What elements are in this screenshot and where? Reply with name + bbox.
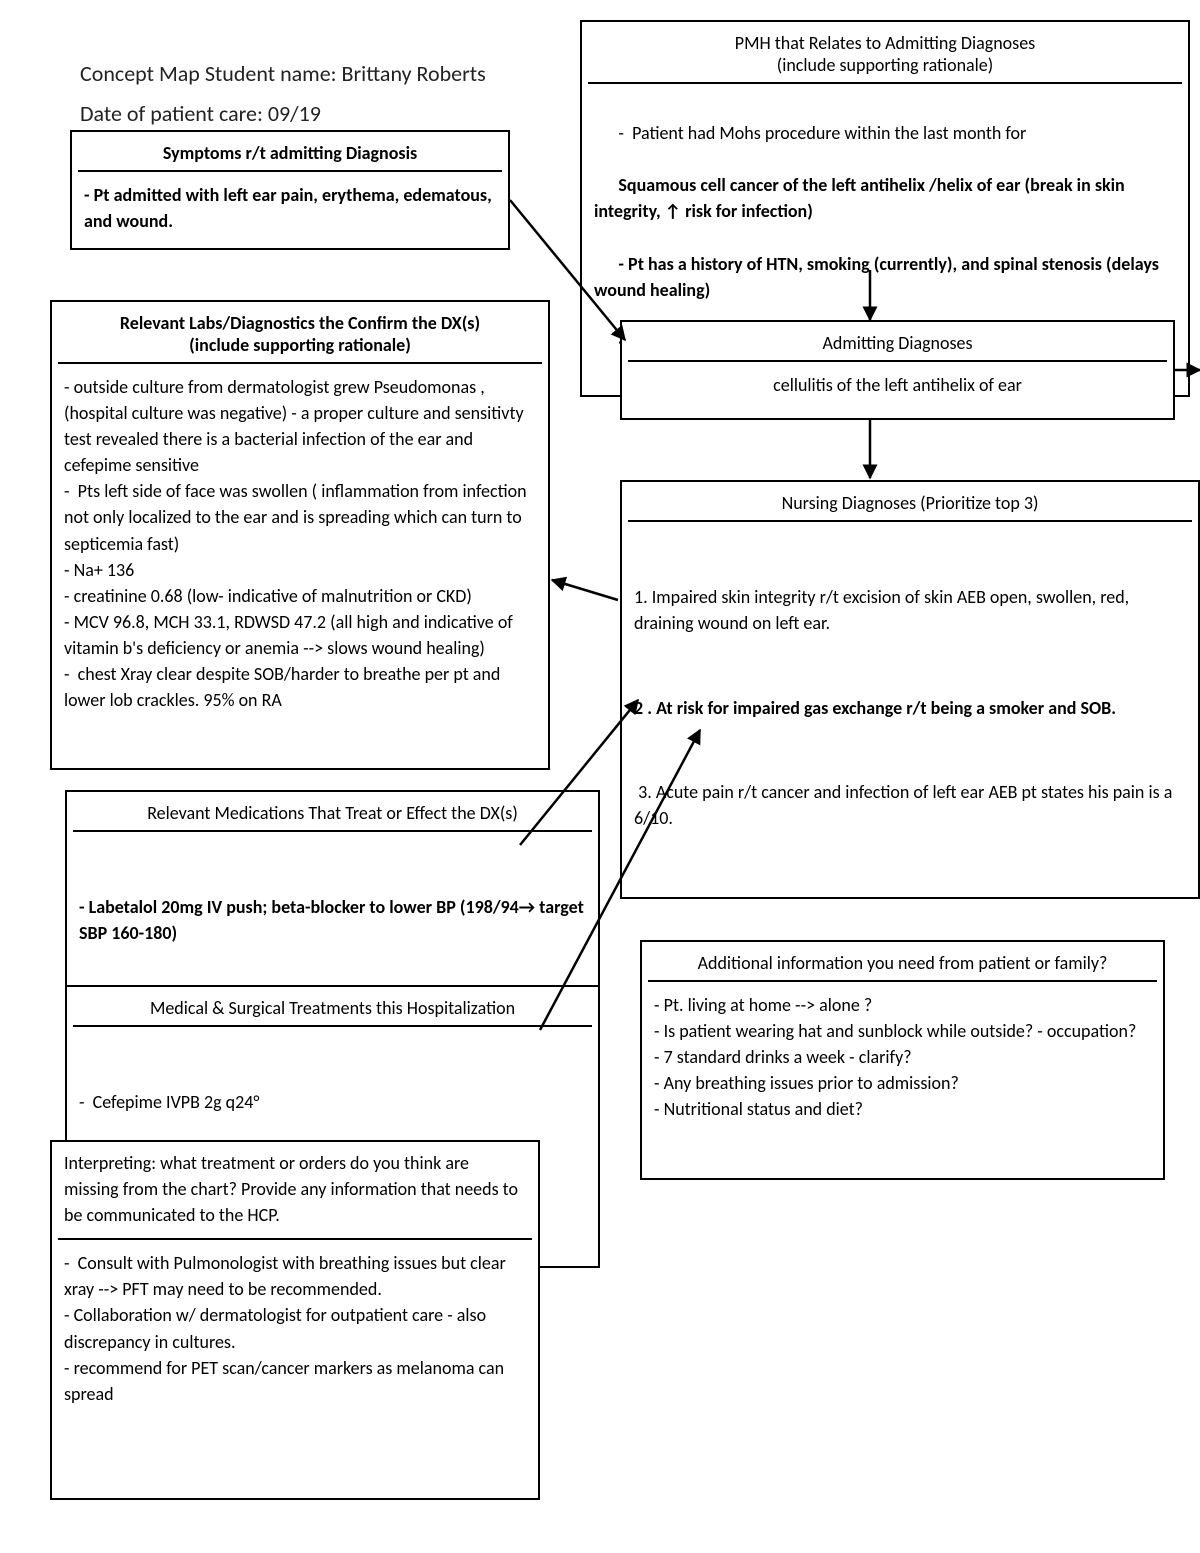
- box-symptoms-body: - Pt admitted with left ear pain, erythe…: [84, 182, 496, 234]
- box-symptoms-title: Symptoms r/t admitting Diagnosis: [78, 140, 502, 172]
- box-medsurg-title: Medical & Surgical Treatments this Hospi…: [73, 995, 592, 1027]
- box-additional-info: Additional information you need from pat…: [640, 940, 1165, 1180]
- box-additional-body: - Pt. living at home --> alone ? - Is pa…: [654, 992, 1151, 1122]
- box-labs-title: Relevant Labs/Diagnostics the Confirm th…: [58, 310, 542, 364]
- page-date: Date of patient care: 09/19: [80, 100, 321, 127]
- box-additional-title: Additional information you need from pat…: [648, 950, 1157, 982]
- pmh-line2: Squamous cell cancer of the left antihel…: [594, 174, 1129, 222]
- box-labs-body: - outside culture from dermatologist gre…: [64, 374, 536, 713]
- box-nursing-body: 1. Impaired skin integrity r/t excision …: [634, 532, 1186, 883]
- nursing-dx-2: 2 . At risk for impaired gas exchange r/…: [634, 695, 1186, 721]
- page-title: Concept Map Student name: Brittany Rober…: [80, 60, 486, 87]
- box-labs: Relevant Labs/Diagnostics the Confirm th…: [50, 300, 550, 770]
- pmh-line1: - Patient had Mohs procedure within the …: [618, 122, 1026, 144]
- med-line-1: - Labetalol 20mg IV push; beta-blocker t…: [79, 894, 586, 946]
- box-nursing: Nursing Diagnoses (Prioritize top 3) 1. …: [620, 480, 1200, 899]
- box-nursing-title: Nursing Diagnoses (Prioritize top 3): [628, 490, 1192, 522]
- box-interpreting-body: - Consult with Pulmonologist with breath…: [64, 1250, 526, 1407]
- box-pmh-title: PMH that Relates to Admitting Diagnoses …: [588, 30, 1182, 84]
- box-admitting-body: cellulitis of the left antihelix of ear: [634, 372, 1161, 398]
- pmh-line3: - Pt has a history of HTN, smoking (curr…: [594, 253, 1163, 301]
- box-admitting-title: Admitting Diagnoses: [628, 330, 1167, 362]
- box-symptoms: Symptoms r/t admitting Diagnosis - Pt ad…: [70, 130, 510, 250]
- box-interpreting: Interpreting: what treatment or orders d…: [50, 1140, 540, 1500]
- divider: [58, 1238, 532, 1240]
- medsurg-line-1: - Cefepime IVPB 2g q24°: [79, 1089, 586, 1115]
- box-medications-title: Relevant Medications That Treat or Effec…: [73, 800, 592, 832]
- box-interpreting-top: Interpreting: what treatment or orders d…: [64, 1150, 526, 1228]
- box-admitting: Admitting Diagnoses cellulitis of the le…: [620, 320, 1175, 420]
- nursing-dx-3: 3. Acute pain r/t cancer and infection o…: [634, 779, 1186, 831]
- nursing-dx-1: 1. Impaired skin integrity r/t excision …: [634, 584, 1186, 636]
- concept-map-page: Concept Map Student name: Brittany Rober…: [0, 0, 1200, 1553]
